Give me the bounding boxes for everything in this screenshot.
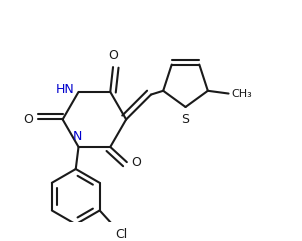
Text: N: N bbox=[72, 130, 82, 143]
Text: O: O bbox=[23, 113, 33, 126]
Text: HN: HN bbox=[56, 83, 74, 96]
Text: CH₃: CH₃ bbox=[232, 88, 252, 99]
Text: Cl: Cl bbox=[116, 228, 128, 241]
Text: S: S bbox=[182, 113, 190, 126]
Text: O: O bbox=[108, 49, 118, 62]
Text: O: O bbox=[131, 156, 141, 169]
